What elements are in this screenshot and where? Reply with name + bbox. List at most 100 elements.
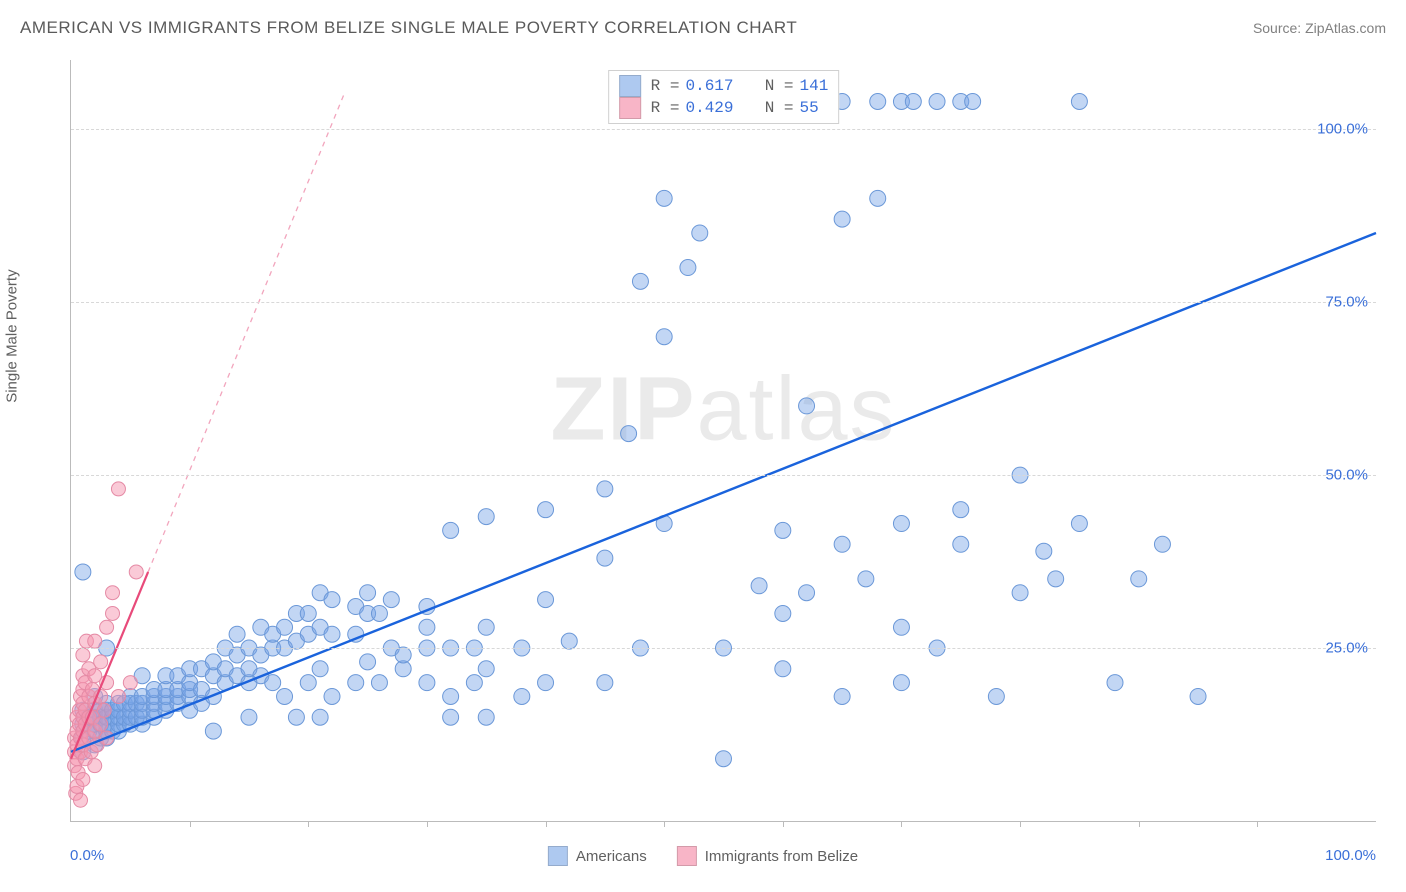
data-point [265,675,281,691]
data-point [561,633,577,649]
data-point [905,94,921,110]
data-point [858,571,874,587]
data-point [870,190,886,206]
legend-swatch [548,846,568,866]
data-point [893,516,909,532]
chart-header: AMERICAN VS IMMIGRANTS FROM BELIZE SINGL… [20,18,1386,38]
data-point [111,482,125,496]
legend-item: Americans [548,846,647,866]
data-point [466,675,482,691]
data-point [443,709,459,725]
stats-swatch [619,97,641,119]
data-point [88,634,102,648]
data-point [312,709,328,725]
data-point [371,605,387,621]
data-point [73,793,87,807]
data-point [775,661,791,677]
data-point [538,592,554,608]
data-point [834,688,850,704]
data-point [205,723,221,739]
data-point [288,709,304,725]
x-tick [546,821,547,827]
y-tick-label: 50.0% [1325,467,1368,484]
stats-n: 55 [800,99,819,117]
data-point [1071,94,1087,110]
data-point [1131,571,1147,587]
data-point [799,585,815,601]
stats-row: R = 0.617 N = 141 [619,75,829,97]
gridline-h [71,302,1376,303]
data-point [395,647,411,663]
data-point [348,675,364,691]
data-point [1048,571,1064,587]
y-tick-label: 75.0% [1325,294,1368,311]
data-point [88,759,102,773]
source-attribution: Source: ZipAtlas.com [1253,20,1386,36]
x-tick [1020,821,1021,827]
data-point [870,94,886,110]
data-point [76,648,90,662]
data-point [383,592,399,608]
data-point [360,654,376,670]
y-axis-label: Single Male Poverty [4,269,21,402]
regression-line [148,95,344,572]
data-point [1071,516,1087,532]
data-point [123,676,137,690]
bottom-legend: Americans Immigrants from Belize [548,846,858,866]
data-point [419,675,435,691]
data-point [632,273,648,289]
chart-title: AMERICAN VS IMMIGRANTS FROM BELIZE SINGL… [20,18,797,38]
data-point [1036,543,1052,559]
data-point [751,578,767,594]
data-point [621,426,637,442]
data-point [277,688,293,704]
stats-legend-box: R = 0.617 N = 141 R = 0.429 N = 55 [608,70,840,124]
data-point [478,709,494,725]
data-point [799,398,815,414]
x-tick [308,821,309,827]
x-axis-max-label: 100.0% [1325,847,1376,864]
data-point [988,688,1004,704]
x-tick [664,821,665,827]
data-point [692,225,708,241]
gridline-h [71,475,1376,476]
gridline-h [71,129,1376,130]
data-point [538,675,554,691]
data-point [106,586,120,600]
data-point [76,772,90,786]
x-tick [1139,821,1140,827]
data-point [656,329,672,345]
x-tick [901,821,902,827]
data-point [953,502,969,518]
data-point [324,688,340,704]
legend-item: Immigrants from Belize [677,846,858,866]
data-point [312,661,328,677]
stats-row: R = 0.429 N = 55 [619,97,829,119]
x-tick [190,821,191,827]
stats-swatch [619,75,641,97]
data-point [478,509,494,525]
data-point [1190,688,1206,704]
data-point [443,522,459,538]
data-point [443,688,459,704]
data-point [514,688,530,704]
chart-container: Single Male Poverty ZIPatlas R = 0.617 N… [20,50,1386,872]
data-point [300,675,316,691]
scatter-svg [71,60,1376,821]
gridline-h [71,648,1376,649]
data-point [1107,675,1123,691]
data-point [129,565,143,579]
x-axis-min-label: 0.0% [70,847,104,864]
data-point [111,689,125,703]
data-point [597,550,613,566]
data-point [97,703,111,717]
data-point [324,592,340,608]
x-tick [1257,821,1258,827]
data-point [965,94,981,110]
x-tick [427,821,428,827]
data-point [277,619,293,635]
data-point [241,709,257,725]
data-point [360,585,376,601]
data-point [716,751,732,767]
data-point [229,626,245,642]
